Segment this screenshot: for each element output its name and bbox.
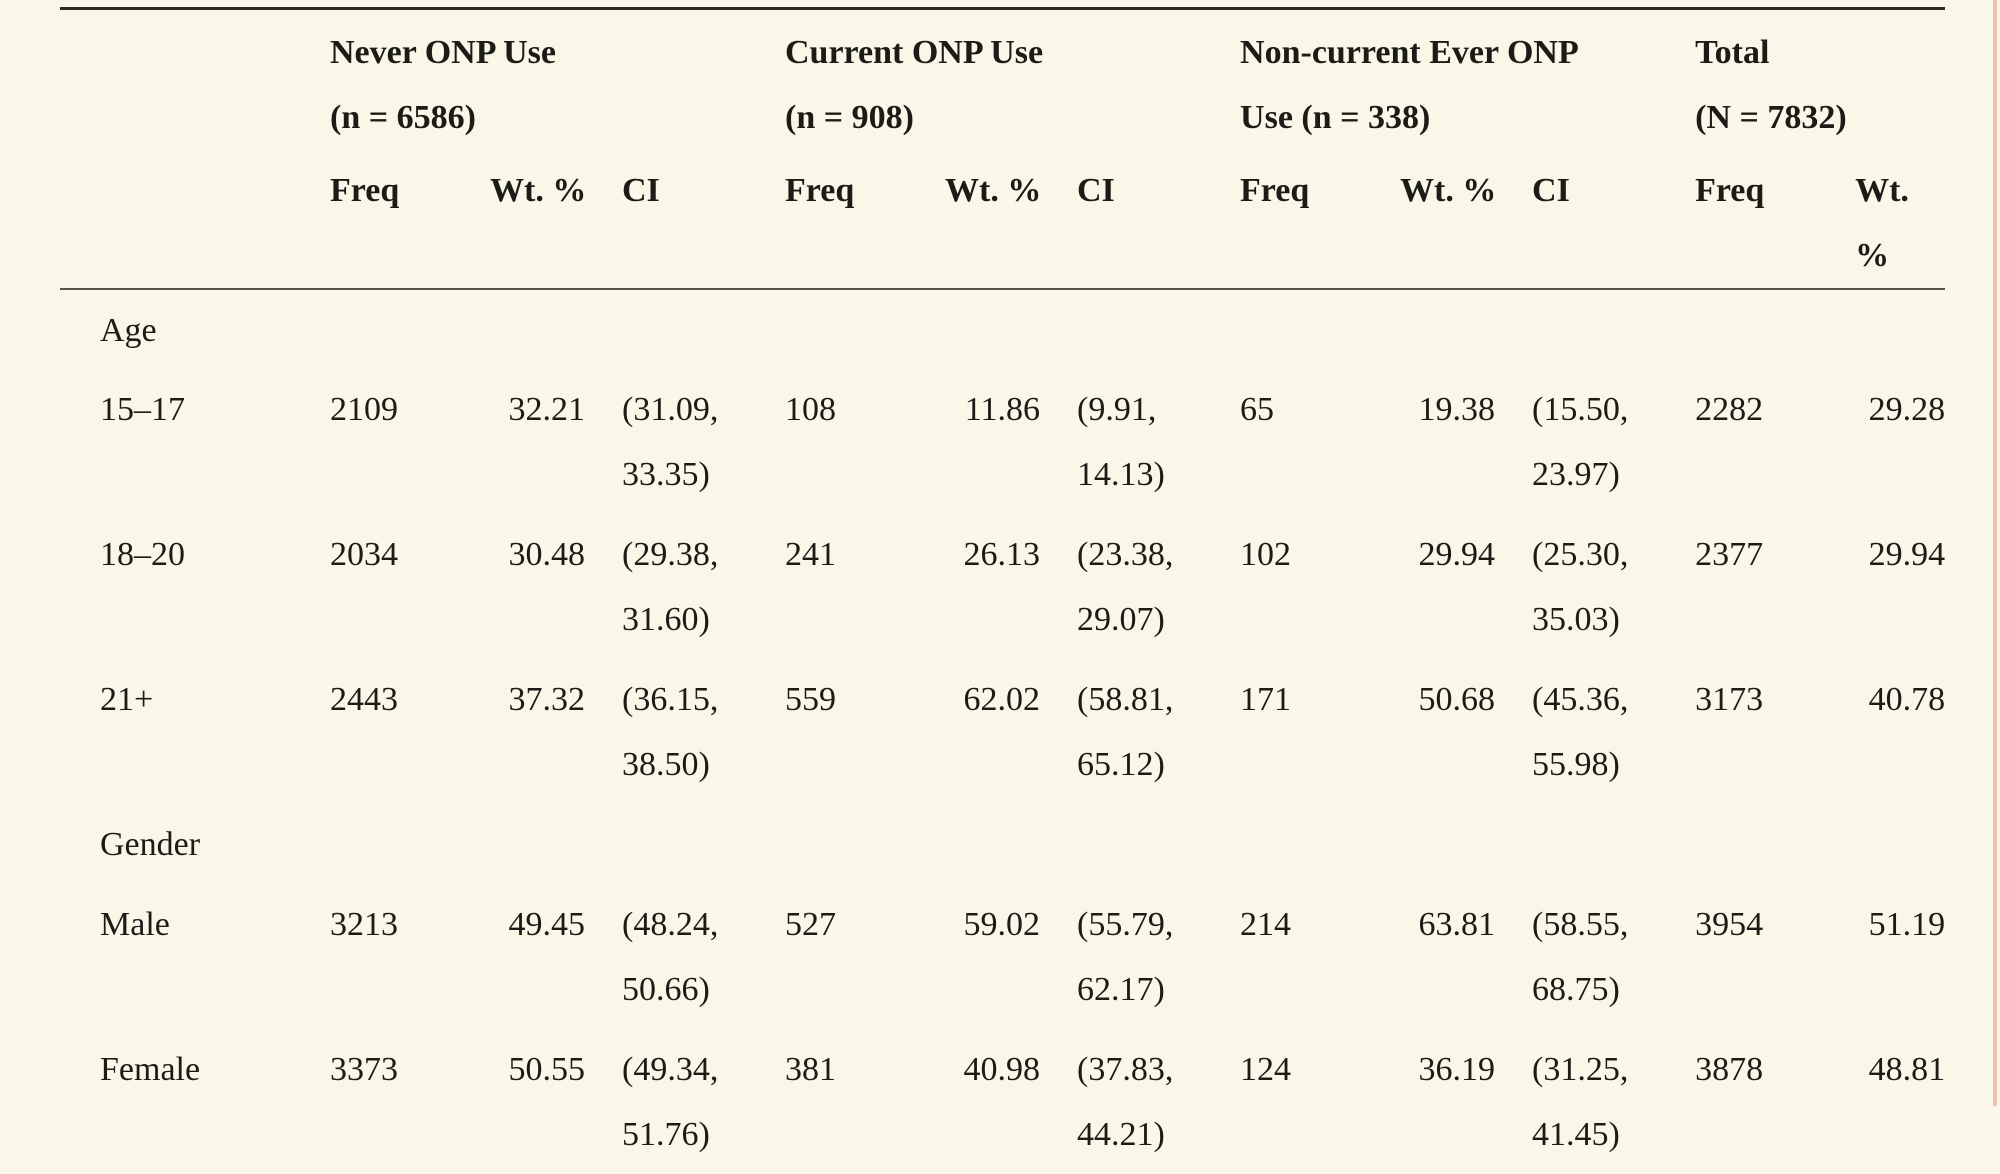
table-row-15-17: 15–17 2109 32.21 (31.09, 33.35) 108 11.8… [60,369,1945,514]
subheader-wt: Wt. % [945,150,1055,290]
cell-freq: 2034 [330,536,398,573]
cell-wt: 36.19 [1418,1051,1496,1088]
category-row-age: Age [60,289,1945,369]
group-header-noncurrent: Non-current Ever ONP Use (n = 338) [1240,34,1579,136]
group-header-total: Total (N = 7832) [1695,34,1847,136]
cell-freq: 2109 [330,391,398,428]
cell-ci: (29.38, 31.60) [622,536,719,638]
cell-ci: (15.50, 23.97) [1532,391,1629,493]
cell-wt: 30.48 [508,536,586,573]
subheader-ci: CI [1055,150,1241,290]
cell-freq: 102 [1240,536,1292,573]
cell-wt: 40.78 [1868,681,1946,718]
cell-wt: 29.94 [1868,536,1946,573]
cell-ci: (48.24, 50.66) [622,906,719,1008]
cell-wt: 26.13 [963,536,1041,573]
sub-header-row: Freq Wt. % CI Freq Wt. % CI Freq Wt. % C… [60,150,1946,290]
cell-wt: 37.32 [508,681,586,718]
cell-ci: (25.30, 35.03) [1532,536,1629,638]
cell-wt: 29.94 [1418,536,1496,573]
cell-freq: 214 [1240,906,1292,943]
page-edge-stripe [1993,0,1997,1106]
cell-wt: 49.45 [508,906,586,943]
subheader-freq: Freq [330,150,490,290]
cell-freq: 3878 [1695,1051,1764,1088]
cell-wt: 29.28 [1868,391,1946,428]
cell-freq: 241 [785,536,836,573]
empty-corner-cell [60,9,330,151]
cell-ci: (37.83, 44.21) [1077,1051,1174,1153]
cell-ci: (31.09, 33.35) [622,391,719,493]
table-row-male: Male 3213 49.45 (48.24, 50.66) 527 59.02… [60,884,1945,1029]
cell-freq: 3373 [330,1051,398,1088]
cell-wt: 32.21 [508,391,586,428]
category-row-gender: Gender [60,804,1945,884]
cell-ci: (49.34, 51.76) [622,1051,719,1153]
table-body: Age 15–17 2109 32.21 (31.09, 33.35) 108 … [60,289,1945,1174]
cell-ci: (36.15, 38.50) [622,681,719,783]
cell-wt: 51.19 [1868,906,1946,943]
category-label: Gender [100,826,201,863]
group-header-row: Never ONP Use (n = 6586) Current ONP Use… [60,9,1945,151]
cell-freq: 65 [1240,391,1275,428]
subheader-wt: Wt. % [490,150,600,290]
cell-ci: (23.38, 29.07) [1077,536,1174,638]
table-header: Never ONP Use (n = 6586) Current ONP Use… [60,9,1946,290]
demographics-table: Never ONP Use (n = 6586) Current ONP Use… [60,7,1946,1174]
group-header-current: Current ONP Use (n = 908) [785,34,1044,136]
cell-freq: 108 [785,391,836,428]
cell-wt: 63.81 [1418,906,1496,943]
cell-freq: 527 [785,906,836,943]
row-label: 15–17 [100,391,185,428]
row-label: Male [100,906,170,943]
cell-freq: 2282 [1695,391,1764,428]
cell-wt: 40.98 [963,1051,1041,1088]
empty-corner-cell [60,150,330,290]
cell-wt: 62.02 [963,681,1041,718]
cell-freq: 2377 [1695,536,1764,573]
row-label: Female [100,1051,201,1088]
cell-freq: 559 [785,681,836,718]
subheader-freq: Freq [785,150,945,290]
subheader-wt: Wt. % [1400,150,1511,290]
subheader-freq: Freq [1240,150,1401,290]
cell-ci: (58.55, 68.75) [1532,906,1629,1008]
subheader-wt: Wt. % [1855,150,1946,290]
cell-ci: (9.91, 14.13) [1077,391,1165,493]
cell-freq: 2443 [330,681,398,718]
table-row-21plus: 21+ 2443 37.32 (36.15, 38.50) 559 62.02 … [60,659,1945,804]
cell-ci: (55.79, 62.17) [1077,906,1174,1008]
group-header-never: Never ONP Use (n = 6586) [330,34,556,136]
table-row-18-20: 18–20 2034 30.48 (29.38, 31.60) 241 26.1… [60,514,1945,659]
cell-wt: 48.81 [1868,1051,1946,1088]
cell-ci: (31.25, 41.45) [1532,1051,1629,1153]
cell-freq: 3954 [1695,906,1764,943]
cell-freq: 3173 [1695,681,1764,718]
table-row-female: Female 3373 50.55 (49.34, 51.76) 381 40.… [60,1029,1945,1174]
subheader-ci: CI [600,150,785,290]
cell-wt: 19.38 [1418,391,1496,428]
category-label: Age [100,312,157,349]
cell-wt: 11.86 [964,391,1040,428]
paper-page: Never ONP Use (n = 6586) Current ONP Use… [60,0,1997,1153]
subheader-ci: CI [1510,150,1696,290]
cell-ci: (58.81, 65.12) [1077,681,1174,783]
cell-wt: 50.55 [508,1051,586,1088]
cell-freq: 124 [1240,1051,1292,1088]
row-label: 18–20 [100,536,185,573]
cell-wt: 59.02 [963,906,1041,943]
cell-ci: (45.36, 55.98) [1532,681,1629,783]
cell-freq: 171 [1240,681,1292,718]
cell-freq: 3213 [330,906,398,943]
row-label: 21+ [100,681,154,718]
cell-freq: 381 [785,1051,836,1088]
subheader-freq: Freq [1695,150,1856,290]
cell-wt: 50.68 [1418,681,1496,718]
